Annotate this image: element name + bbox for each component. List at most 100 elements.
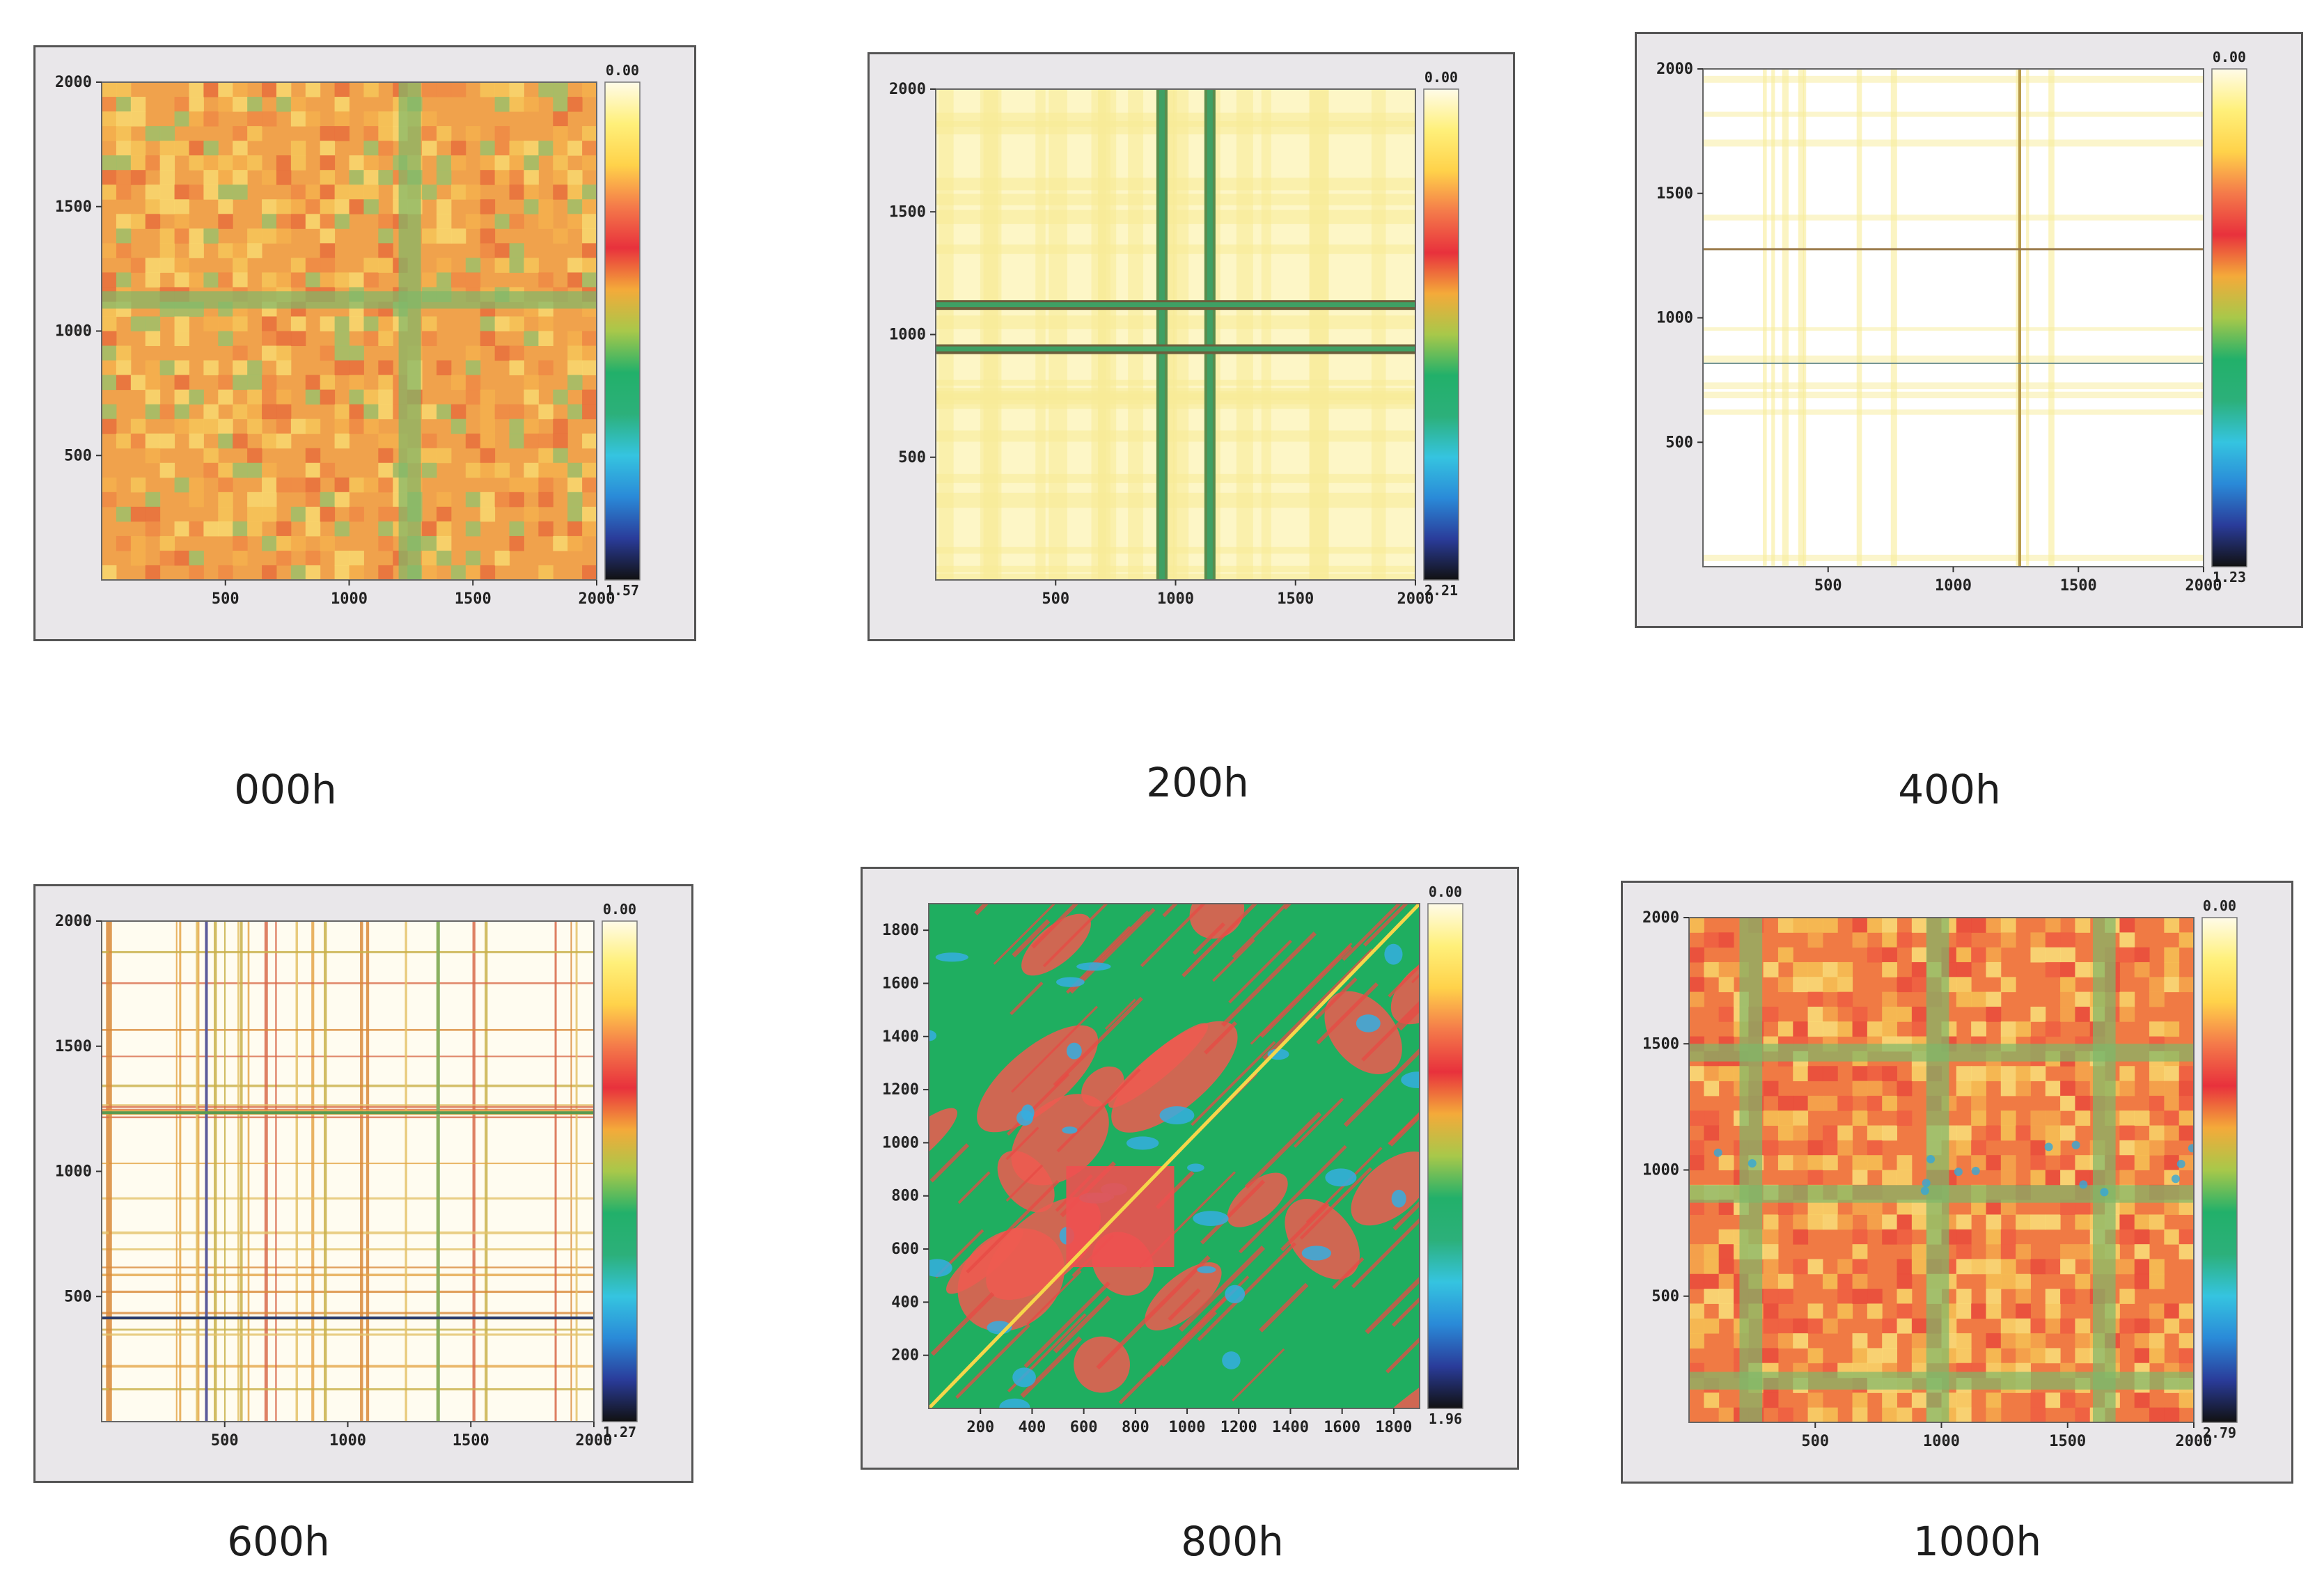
x-tick-label: 1600 <box>1324 1419 1360 1436</box>
x-tick-label: 1500 <box>2060 577 2097 595</box>
y-tick-label: 1500 <box>55 1038 92 1055</box>
y-tick-label: 1800 <box>882 922 919 939</box>
y-tick-label: 1000 <box>882 1134 919 1152</box>
y-tick-label: 1000 <box>1642 1162 1679 1179</box>
colorbar <box>1423 88 1459 581</box>
y-tick-label: 1000 <box>889 327 926 344</box>
y-tick-label: 500 <box>64 1288 92 1305</box>
y-tick-label: 1400 <box>882 1028 919 1046</box>
heatmap-panel-400h: 0.00 1.23 2000 1500 1000 500 500 1000 1500 2000 <box>1635 32 2303 628</box>
y-tick-label: 1200 <box>882 1081 919 1099</box>
x-tick-label: 2000 <box>579 590 615 608</box>
y-tick-label: 400 <box>891 1294 919 1311</box>
x-tick-label: 2000 <box>2185 577 2222 595</box>
y-tick-label: 500 <box>898 449 926 466</box>
heatmap-matrix <box>1703 69 2204 567</box>
colorbar-bottom-label: 1.57 <box>606 582 639 599</box>
colorbar-bottom-label: 2.21 <box>1424 582 1458 599</box>
x-tick-label: 1000 <box>1935 577 1972 595</box>
y-tick-label: 200 <box>891 1347 919 1365</box>
heatmap-matrix <box>1689 918 2194 1422</box>
colorbar-top-label: 0.00 <box>603 901 636 918</box>
colorbar-bottom-label: 2.79 <box>2203 1424 2236 1441</box>
y-tick-label: 500 <box>64 447 92 464</box>
x-tick-label: 1000 <box>1157 590 1194 608</box>
y-tick-label: 1500 <box>889 203 926 221</box>
colorbar-top-label: 0.00 <box>1424 69 1458 86</box>
x-tick-label: 600 <box>1070 1419 1098 1436</box>
x-tick-label: 500 <box>1801 1433 1829 1450</box>
y-tick-label: 2000 <box>889 81 926 98</box>
x-tick-label: 1000 <box>1923 1433 1960 1450</box>
heatmap-matrix <box>929 904 1420 1408</box>
caption-600h: 600h <box>227 1518 330 1565</box>
heatmap-panel-1000h: 0.00 2.79 2000 1500 1000 500 500 1000 1500 2000 <box>1621 881 2293 1484</box>
y-tick-label: 1500 <box>55 198 92 216</box>
y-tick-label: 2000 <box>1656 61 1693 78</box>
x-tick-label: 2000 <box>2176 1433 2213 1450</box>
x-tick-label: 1800 <box>1375 1419 1412 1436</box>
y-tick-label: 1000 <box>55 323 92 340</box>
colorbar-top-label: 0.00 <box>606 62 639 79</box>
colorbar-top-label: 0.00 <box>2213 49 2246 65</box>
x-tick-label: 1000 <box>331 590 368 608</box>
y-tick-label: 1000 <box>1656 310 1693 327</box>
heatmap-panel-600h: 0.00 1.27 2000 1500 1000 500 500 1000 1500 2000 <box>33 884 693 1483</box>
colorbar <box>2201 917 2238 1423</box>
x-tick-label: 500 <box>1814 577 1842 595</box>
x-tick-label: 500 <box>1042 590 1069 608</box>
colorbar <box>604 81 641 581</box>
heatmap-chart: 0.00 1.96 1800 1600 1400 1200 1000 800 600 400 200… <box>882 883 1463 1436</box>
colorbar-bottom-label: 1.27 <box>603 1424 636 1440</box>
caption-400h: 400h <box>1898 766 2001 813</box>
y-tick-label: 500 <box>1651 1288 1679 1305</box>
heatmap-matrix <box>102 921 594 1422</box>
x-tick-label: 1500 <box>453 1432 489 1449</box>
x-tick-label: 1000 <box>1169 1419 1206 1436</box>
y-tick-label: 2000 <box>55 913 92 930</box>
x-tick-label: 1200 <box>1220 1419 1257 1436</box>
colorbar-top-label: 0.00 <box>2203 897 2236 914</box>
y-tick-label: 2000 <box>55 74 92 91</box>
x-tick-label: 200 <box>966 1419 994 1436</box>
plot-border <box>928 903 1420 1409</box>
heatmap-panel-000h: 0.00 1.57 2000 1500 1000 500 500 1000 1500 2000 <box>33 45 696 641</box>
x-tick-label: 1500 <box>1277 590 1314 608</box>
x-tick-label: 1000 <box>329 1432 366 1449</box>
y-tick-label: 600 <box>891 1241 919 1258</box>
y-tick-label: 2000 <box>1642 909 1679 927</box>
y-tick-label: 800 <box>891 1188 919 1205</box>
x-tick-label: 2000 <box>576 1432 613 1449</box>
x-tick-label: 2000 <box>1397 590 1434 608</box>
x-tick-label: 400 <box>1019 1419 1046 1436</box>
x-tick-label: 1500 <box>455 590 492 608</box>
heatmap-panel-800h: 0.00 1.96 1800 1600 1400 1200 1000 800 600 400 200… <box>861 867 1519 1470</box>
colorbar-bottom-label: 1.96 <box>1429 1411 1462 1427</box>
x-tick-label: 800 <box>1122 1419 1149 1436</box>
y-tick-label: 1600 <box>882 975 919 992</box>
y-tick-label: 500 <box>1665 434 1693 451</box>
colorbar-bottom-label: 1.23 <box>2213 569 2246 586</box>
colorbar-top-label: 0.00 <box>1429 883 1462 900</box>
x-tick-label: 500 <box>212 590 240 608</box>
colorbar <box>1427 903 1463 1409</box>
y-tick-label: 1000 <box>55 1163 92 1181</box>
caption-800h: 800h <box>1181 1518 1284 1565</box>
colorbar <box>2211 68 2247 567</box>
caption-1000h: 1000h <box>1913 1518 2042 1565</box>
x-tick-label: 1400 <box>1272 1419 1309 1436</box>
colorbar <box>602 920 638 1422</box>
caption-000h: 000h <box>234 766 337 813</box>
heatmap-panel-200h: 0.00 2.21 2000 1500 1000 500 500 1000 1500 2000 <box>867 52 1515 641</box>
y-tick-label: 1500 <box>1656 185 1693 203</box>
x-tick-label: 1500 <box>2049 1433 2086 1450</box>
y-tick-label: 1500 <box>1642 1035 1679 1053</box>
heatmap-matrix <box>102 82 597 580</box>
x-tick-label: 500 <box>211 1432 239 1449</box>
heatmap-matrix <box>936 89 1415 580</box>
